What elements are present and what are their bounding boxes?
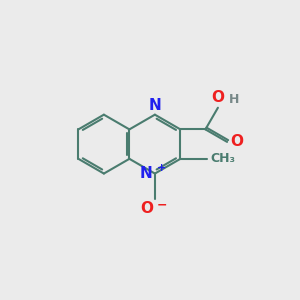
Text: O: O [212,90,224,105]
Text: H: H [229,93,239,106]
Text: CH₃: CH₃ [210,152,236,165]
Text: O: O [140,201,153,216]
Text: N: N [148,98,161,112]
Text: +: + [157,163,166,173]
Text: −: − [157,199,167,212]
Text: N: N [140,166,152,181]
Text: O: O [231,134,244,149]
